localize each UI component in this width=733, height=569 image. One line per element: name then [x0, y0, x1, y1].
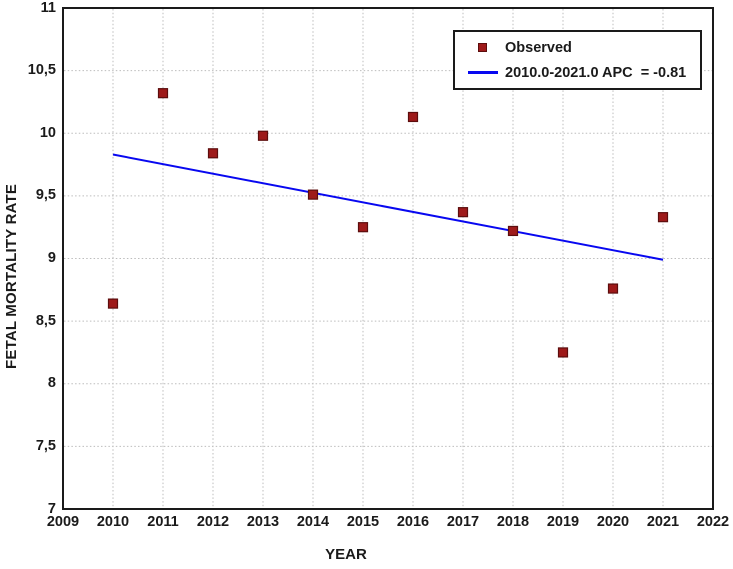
y-tick-label: 8: [47, 375, 56, 392]
x-tick-label: 2019: [546, 514, 580, 530]
plot-frame: [62, 7, 714, 510]
x-tick-label: 2018: [496, 514, 530, 530]
y-tick-label: 10: [39, 124, 56, 141]
observed-point: [457, 207, 469, 218]
legend-row-observed: Observed: [455, 35, 700, 60]
legend-row-trend: 2010.0-2021.0 APC = -0.81: [455, 60, 700, 85]
x-axis-title: YEAR: [325, 546, 367, 563]
apc-trend-line: [112, 153, 664, 261]
x-tick-label: 2009: [46, 514, 80, 530]
x-tick-label: 2022: [696, 514, 730, 530]
legend-trend-label: 2010.0-2021.0 APC = -0.81: [505, 64, 687, 81]
x-tick-label: 2010: [96, 514, 130, 530]
observed-point: [307, 189, 319, 200]
x-tick-label: 2012: [196, 514, 230, 530]
observed-point: [407, 111, 419, 123]
observed-point: [157, 88, 169, 99]
observed-point: [257, 130, 269, 141]
x-tick-label: 2015: [346, 514, 380, 530]
legend-observed-label: Observed: [505, 39, 572, 56]
x-tick-label: 2014: [296, 514, 330, 530]
observed-point: [657, 212, 669, 223]
observed-point: [207, 148, 219, 159]
x-tick-label: 2011: [147, 514, 179, 530]
x-tick-label: 2017: [446, 514, 480, 530]
y-tick-label: 10,5: [27, 62, 56, 79]
y-tick-label: 11: [40, 0, 56, 16]
x-tick-label: 2016: [396, 514, 430, 530]
y-tick-label: 7,5: [35, 437, 56, 454]
x-tick-label: 2020: [596, 514, 630, 530]
observed-square-marker-icon: [478, 43, 487, 52]
trend-line-swatch-icon: [468, 71, 498, 74]
legend: Observed 2010.0-2021.0 APC = -0.81: [453, 30, 702, 90]
observed-point: [107, 298, 119, 309]
observed-point: [557, 347, 569, 358]
y-tick-label: 7: [47, 500, 56, 517]
observed-point: [507, 225, 519, 237]
observed-point: [357, 222, 369, 233]
observed-point: [607, 283, 619, 294]
y-tick-label: 9,5: [35, 187, 56, 204]
y-tick-label: 9: [47, 250, 56, 266]
x-tick-label: 2013: [246, 514, 280, 530]
y-tick-label: 8,5: [35, 312, 56, 329]
x-tick-label: 2021: [646, 514, 680, 530]
